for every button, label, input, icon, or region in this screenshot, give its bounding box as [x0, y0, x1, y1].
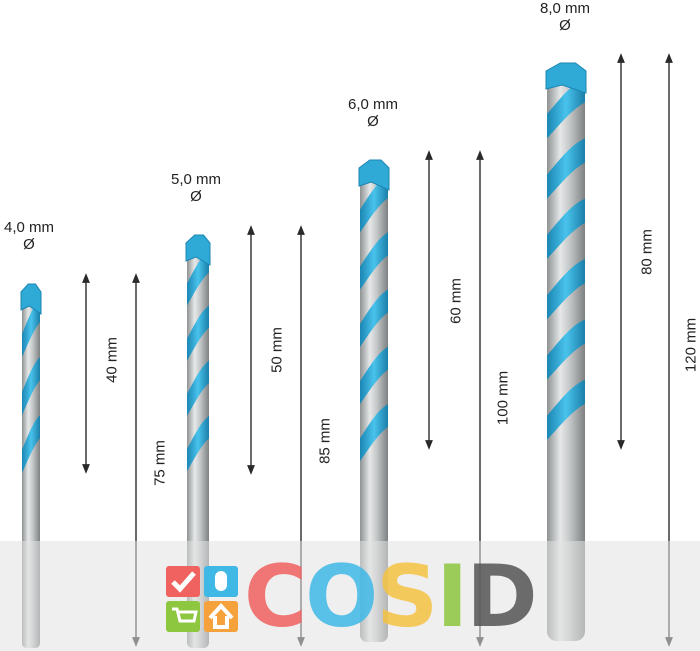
bit-4-flute — [547, 198, 585, 259]
bit-2-diameter: 5,0 mm — [170, 171, 221, 188]
cosid-logo-icon — [166, 566, 238, 632]
bit-4-flute — [547, 258, 585, 320]
watermark-letter: O — [305, 547, 378, 647]
bit-1-flute — [22, 357, 40, 416]
watermark-letter: D — [466, 547, 537, 647]
bit-1-flute — [22, 415, 40, 474]
diameter-symbol-icon: Ø — [367, 113, 379, 130]
bit-1-diameter: 4,0 mm — [3, 219, 54, 236]
bit-2-flute — [187, 360, 209, 416]
diameter-symbol-icon: Ø — [23, 236, 35, 253]
bit-4-diameter: 8,0 mm — [539, 0, 590, 17]
bit-3-diameter-label: 6,0 mm Ø — [341, 96, 405, 130]
watermark-band — [0, 541, 700, 651]
bit-1-flute — [22, 299, 40, 358]
bit-1-tip — [20, 283, 42, 315]
bit-1-total-length: 75 mm — [151, 440, 169, 486]
watermark-letter: I — [436, 547, 468, 647]
bit-3-shank — [360, 168, 388, 642]
watermark-letter: C — [244, 547, 307, 647]
diameter-symbol-icon: Ø — [559, 17, 571, 34]
bit-4-flute — [547, 319, 585, 380]
diameter-symbol-icon: Ø — [190, 188, 202, 205]
bit-2-flute — [187, 415, 209, 472]
bit-2-total-length: 85 mm — [316, 418, 334, 464]
bit-4-flute — [547, 77, 585, 139]
bit-3-diameter: 6,0 mm — [347, 96, 398, 113]
bit-3-flute — [360, 175, 388, 233]
bit-3-flute — [360, 403, 388, 462]
bit-3-tip — [358, 159, 390, 191]
bit-3-total-length: 100 mm — [494, 370, 512, 426]
bit-3-working-length: 60 mm — [447, 278, 465, 324]
bit-4-total-length: 120 mm — [682, 317, 700, 373]
bit-4-tip — [545, 62, 587, 94]
bit-2-diameter-label: 5,0 mm Ø — [164, 171, 228, 205]
watermark-letter: S — [376, 547, 438, 647]
bit-2-flute — [187, 250, 209, 306]
bit-2-working-length: 50 mm — [268, 327, 286, 373]
bit-4-working-length: 80 mm — [638, 229, 656, 275]
watermark-logo-text: COSID — [244, 547, 538, 647]
bit-4-diameter-label: 8,0 mm Ø — [533, 0, 597, 34]
bit-3-flute — [360, 232, 388, 290]
bit-1-working-length: 40 mm — [103, 337, 121, 383]
bit-4-flute — [547, 138, 585, 199]
bit-3-flute — [360, 346, 388, 404]
bit-2-tip — [185, 234, 211, 266]
bit-1-diameter-label: 4,0 mm Ø — [0, 219, 60, 253]
bit-3-flute — [360, 289, 388, 347]
bit-4-flute — [547, 379, 585, 440]
bit-2-flute — [187, 305, 209, 361]
